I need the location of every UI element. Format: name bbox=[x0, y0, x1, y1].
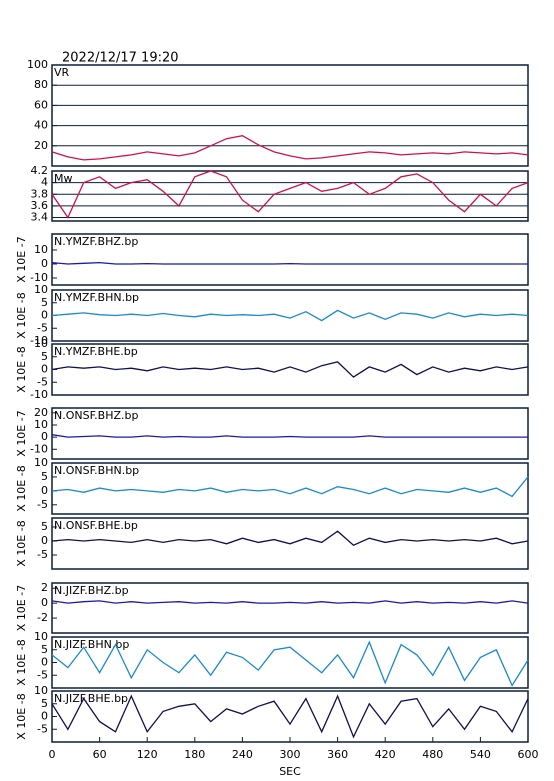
y-axis-label: X 10E -7 bbox=[15, 236, 28, 282]
trace bbox=[51, 640, 529, 687]
y-tick-label: -5 bbox=[37, 375, 48, 388]
y-axis-label: X 10E -8 bbox=[15, 520, 28, 566]
y-axis-label: X 10E -8 bbox=[15, 693, 28, 739]
panel-label: Mw bbox=[54, 172, 73, 185]
y-tick-label: 0 bbox=[41, 656, 48, 669]
y-tick-label: 5 bbox=[41, 520, 48, 533]
y-tick-label: 100 bbox=[27, 58, 48, 71]
y-tick-label: -5 bbox=[37, 668, 48, 681]
y-tick-label: -5 bbox=[37, 321, 48, 334]
y-tick-label: 10 bbox=[34, 283, 48, 296]
x-tick-label: 360 bbox=[327, 748, 348, 761]
y-tick-label: 10 bbox=[34, 418, 48, 431]
y-tick-label: -10 bbox=[30, 334, 48, 347]
y-tick-label: 20 bbox=[34, 406, 48, 419]
y-tick-label: 3.4 bbox=[31, 211, 49, 224]
y-tick-label: 0 bbox=[41, 363, 48, 376]
panel-label: N.ONSF.BHN.bp bbox=[54, 464, 139, 477]
y-tick-label: 4.2 bbox=[31, 164, 49, 177]
y-tick-label: -5 bbox=[37, 722, 48, 735]
panel-label: N.ONSF.BHE.bp bbox=[54, 519, 138, 532]
y-tick-label: 10 bbox=[34, 684, 48, 697]
panel-label: N.YMZF.BHZ.bp bbox=[54, 235, 138, 248]
panel-label: N.YMZF.BHE.bp bbox=[54, 345, 138, 358]
y-tick-label: 5 bbox=[41, 350, 48, 363]
y-tick-label: -5 bbox=[37, 498, 48, 511]
y-axis-label: X 10E -7 bbox=[15, 410, 28, 456]
x-tick-label: 120 bbox=[137, 748, 158, 761]
y-tick-label: 60 bbox=[34, 98, 48, 111]
y-tick-label: 4 bbox=[41, 176, 48, 189]
y-tick-label: 10 bbox=[34, 337, 48, 350]
x-tick-label: 240 bbox=[232, 748, 253, 761]
y-tick-label: 0 bbox=[41, 484, 48, 497]
y-tick-label: 10 bbox=[34, 243, 48, 256]
trace bbox=[51, 694, 529, 739]
y-tick-label: 3.8 bbox=[31, 187, 49, 200]
y-tick-label: 0 bbox=[41, 596, 48, 609]
trace bbox=[51, 309, 529, 322]
y-tick-label: 5 bbox=[41, 470, 48, 483]
y-tick-label: 2 bbox=[41, 581, 48, 594]
y-axis-label: X 10E -7 bbox=[15, 585, 28, 631]
y-tick-label: 5 bbox=[41, 296, 48, 309]
x-tick-label: 540 bbox=[470, 748, 491, 761]
trace bbox=[51, 261, 528, 265]
y-tick-label: -10 bbox=[30, 388, 48, 401]
y-tick-label: -2 bbox=[37, 611, 48, 624]
y-axis-label: X 10E -8 bbox=[15, 292, 28, 338]
y-tick-label: 0 bbox=[41, 534, 48, 547]
panel-frame bbox=[51, 462, 529, 515]
y-tick-label: 40 bbox=[34, 119, 48, 132]
chart-title: 2022/12/17 19:20 bbox=[62, 51, 179, 66]
y-tick-label: 0 bbox=[41, 309, 48, 322]
x-tick-label: 420 bbox=[375, 748, 396, 761]
panel-frame bbox=[51, 582, 529, 634]
panel-frame bbox=[51, 636, 529, 689]
trace bbox=[51, 530, 529, 546]
trace bbox=[51, 476, 529, 498]
y-tick-label: 10 bbox=[34, 630, 48, 643]
y-tick-label: -10 bbox=[30, 271, 48, 284]
x-tick-label: 600 bbox=[518, 748, 539, 761]
panel-label: N.YMZF.BHN.bp bbox=[54, 291, 139, 304]
y-tick-label: 0 bbox=[41, 430, 48, 443]
trace bbox=[51, 170, 529, 219]
y-tick-label: 5 bbox=[41, 697, 48, 710]
panel-frame bbox=[51, 407, 529, 460]
y-tick-label: 0 bbox=[41, 257, 48, 270]
x-tick-label: 0 bbox=[49, 748, 56, 761]
panel-frame bbox=[51, 517, 529, 570]
panel-frame bbox=[51, 64, 529, 167]
y-tick-label: -5 bbox=[37, 548, 48, 561]
trace bbox=[51, 361, 529, 378]
trace bbox=[51, 600, 529, 604]
y-tick-label: 80 bbox=[34, 78, 48, 91]
y-tick-label: -10 bbox=[30, 442, 48, 455]
y-axis-label: X 10E -8 bbox=[15, 639, 28, 685]
panel-frame bbox=[51, 170, 529, 222]
x-tick-label: 180 bbox=[184, 748, 205, 761]
y-tick-label: 3.6 bbox=[31, 199, 49, 212]
x-tick-label: 300 bbox=[280, 748, 301, 761]
y-tick-label: 10 bbox=[34, 456, 48, 469]
panel-label: N.ONSF.BHZ.bp bbox=[54, 409, 138, 422]
y-axis-label: X 10E -8 bbox=[15, 465, 28, 511]
panel-label: N.JIZF.BHZ.bp bbox=[54, 584, 129, 597]
y-tick-label: 0 bbox=[41, 710, 48, 723]
panel-label: N.JIZF.BHN.bp bbox=[54, 638, 129, 651]
x-tick-label: 60 bbox=[93, 748, 107, 761]
trace bbox=[51, 434, 528, 438]
panel-frame bbox=[51, 233, 529, 286]
y-tick-label: 5 bbox=[41, 643, 48, 656]
trace bbox=[51, 135, 529, 161]
panel-label: N.JIZF.BHE.bp bbox=[54, 692, 128, 705]
y-axis-label: X 10E -8 bbox=[15, 346, 28, 392]
panel-label: VR bbox=[54, 66, 70, 79]
y-tick-label: 20 bbox=[34, 139, 48, 152]
x-tick-label: 480 bbox=[422, 748, 443, 761]
x-axis-label: SEC bbox=[279, 765, 301, 778]
